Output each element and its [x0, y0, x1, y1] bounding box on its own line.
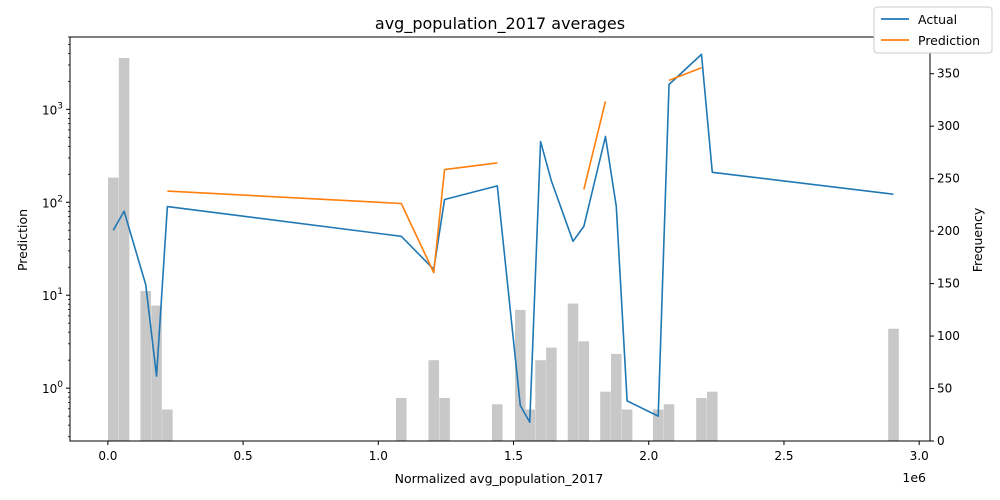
series-line-prediction: [167, 162, 498, 274]
histogram-bar: [108, 177, 119, 442]
chart-title: avg_population_2017 averages: [375, 14, 625, 34]
x-tick-label: 0.5: [234, 449, 253, 463]
histogram-bar: [439, 397, 450, 441]
histogram-bar: [888, 328, 899, 441]
plot-frame: [69, 36, 931, 442]
histogram-bar: [118, 57, 130, 442]
y2-tick-label: 300: [937, 119, 960, 133]
series-line-actual: [112, 53, 894, 424]
y2-axis-label: Frequency: [970, 207, 985, 272]
x-tick-label: 0.0: [98, 449, 117, 463]
y2-tick-label: 250: [937, 172, 960, 186]
y-axis-ticks: 100 101 102 103: [42, 36, 70, 438]
histogram-bar: [567, 303, 579, 441]
histogram-bar: [663, 404, 675, 441]
histogram-bar: [600, 391, 611, 441]
histogram-bar: [524, 409, 536, 441]
y2-tick-label: 50: [937, 382, 952, 396]
y-tick-label: 103: [42, 101, 63, 117]
y2-tick-label: 150: [937, 277, 960, 291]
histogram-bar: [140, 290, 151, 441]
histogram-bar: [578, 341, 590, 441]
legend: Actual Prediction: [873, 6, 993, 54]
histogram-bar: [652, 409, 664, 441]
histogram-bar: [535, 360, 546, 441]
x-tick-label: 1.5: [504, 449, 523, 463]
series-lines: [112, 53, 894, 424]
y-tick-label: 101: [42, 287, 63, 303]
x-tick-label: 1.0: [369, 449, 388, 463]
y2-tick-label: 200: [937, 224, 960, 238]
legend-label: Actual: [918, 12, 957, 27]
x-axis-label: Normalized avg_population_2017: [395, 471, 604, 486]
histogram-bar: [707, 391, 718, 441]
x-tick-label: 3.0: [910, 449, 929, 463]
histogram-bar: [621, 409, 633, 441]
x-axis-ticks: 0.0 0.5 1.0 1.5 2.0 2.5 3.0: [98, 441, 929, 463]
histogram-bar: [611, 353, 622, 441]
y-tick-label: 100: [42, 380, 63, 396]
y2-axis-ticks: 0 50 100 150 200 250 300 350: [930, 67, 960, 448]
histogram-bar: [515, 309, 526, 441]
histogram-bar: [492, 404, 503, 441]
legend-label: Prediction: [918, 33, 980, 48]
y-tick-label: 102: [42, 194, 63, 210]
x-tick-label: 2.5: [774, 449, 793, 463]
histogram-bar: [546, 347, 557, 441]
x-axis-offset-label: 1e6: [902, 470, 926, 485]
histogram-bar: [696, 397, 707, 441]
series-line-prediction: [583, 101, 607, 190]
y-axis-label: Prediction: [15, 209, 30, 271]
y2-tick-label: 350: [937, 67, 960, 81]
y2-tick-label: 0: [937, 434, 945, 448]
x-tick-label: 2.0: [639, 449, 658, 463]
histogram-bar: [428, 360, 440, 441]
y2-tick-label: 100: [937, 329, 960, 343]
histogram-bar: [396, 397, 407, 441]
series-line-prediction: [668, 67, 702, 82]
histogram-bar: [162, 409, 173, 441]
